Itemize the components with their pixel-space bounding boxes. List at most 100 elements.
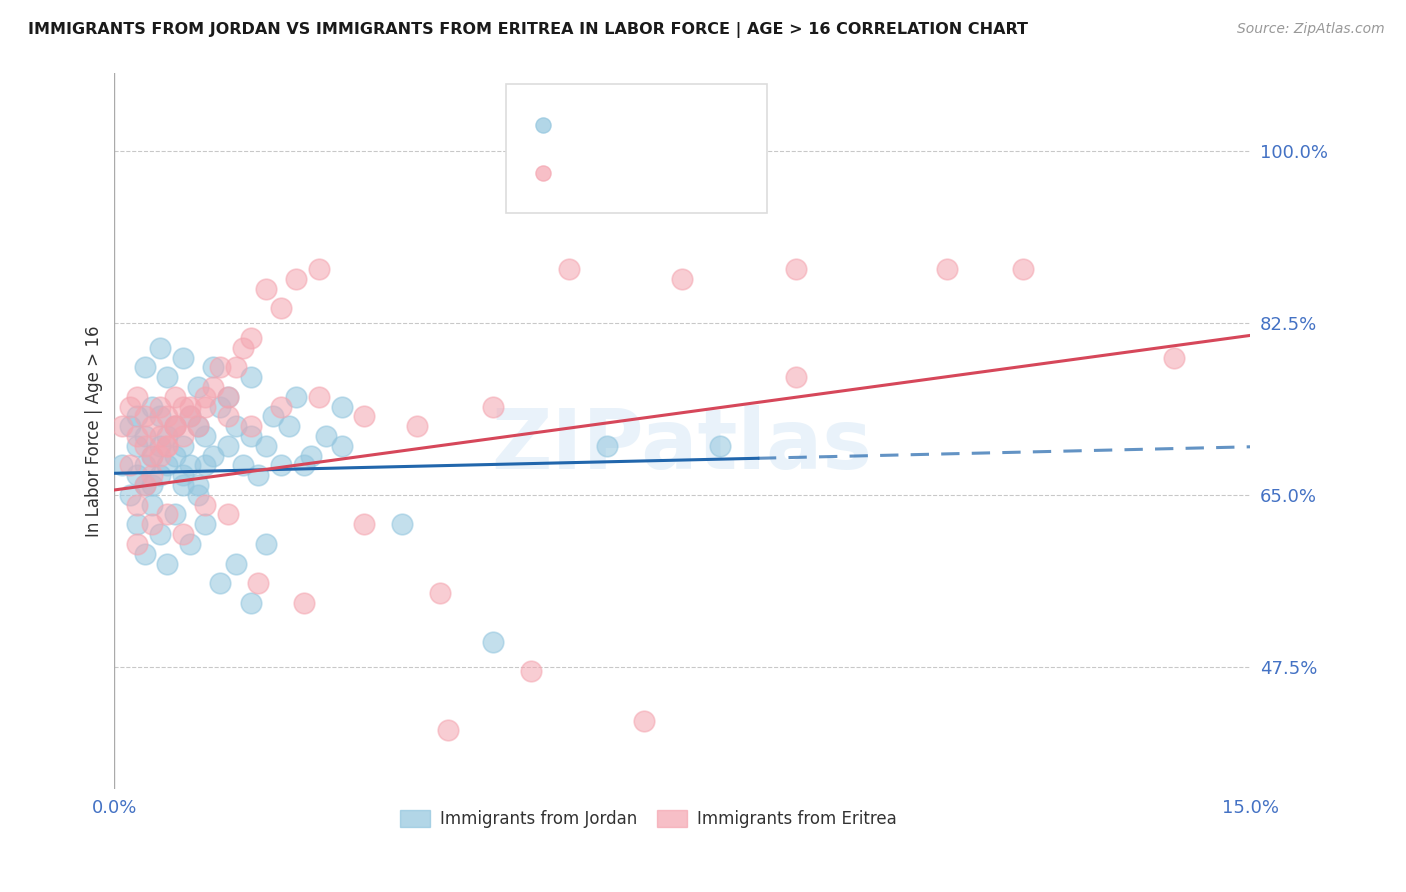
Point (1163, 351, 1185, 365)
Point (217, 439, 239, 453)
Point (353, 517, 375, 532)
Point (156, 508, 179, 522)
Point (163, 390, 186, 404)
Text: R =: R = (574, 116, 612, 135)
Point (127, 537, 149, 551)
Point (308, 262, 330, 277)
Point (163, 419, 186, 434)
Point (557, 262, 579, 277)
Point (194, 390, 217, 404)
Point (118, 400, 141, 414)
Point (225, 557, 247, 571)
Text: 65: 65 (710, 164, 735, 182)
Point (111, 419, 134, 434)
Point (285, 390, 308, 404)
Point (134, 429, 156, 443)
Point (194, 400, 217, 414)
Point (118, 419, 141, 434)
Point (163, 419, 186, 434)
Point (141, 419, 163, 434)
Point (436, 723, 458, 738)
Point (141, 498, 163, 512)
Point (172, 527, 194, 541)
Point (179, 409, 201, 424)
Point (330, 439, 353, 453)
Point (936, 262, 959, 277)
Text: 0.157: 0.157 (620, 164, 675, 182)
Point (785, 370, 807, 384)
Point (156, 409, 179, 424)
Point (141, 478, 163, 492)
Point (209, 360, 232, 375)
Point (127, 390, 149, 404)
Point (194, 458, 217, 473)
Text: ZIPatlas: ZIPatlas (492, 405, 873, 486)
Point (134, 478, 156, 492)
Point (149, 409, 172, 424)
Point (633, 714, 655, 728)
Point (156, 458, 179, 473)
Point (194, 429, 217, 443)
Point (520, 665, 543, 679)
Point (149, 449, 172, 463)
Point (254, 537, 277, 551)
Point (194, 517, 217, 532)
Point (127, 439, 149, 453)
Point (118, 488, 141, 502)
Text: 0.059: 0.059 (620, 116, 675, 135)
Point (141, 517, 163, 532)
Point (141, 400, 163, 414)
Point (247, 576, 270, 591)
Point (353, 409, 375, 424)
Point (187, 419, 209, 434)
Point (172, 468, 194, 483)
Point (277, 419, 299, 434)
Point (127, 468, 149, 483)
Point (172, 400, 194, 414)
Point (141, 449, 163, 463)
Point (172, 429, 194, 443)
Point (247, 468, 270, 483)
Point (127, 409, 149, 424)
Point (315, 429, 337, 443)
Point (149, 341, 172, 355)
Point (270, 301, 292, 316)
Point (134, 547, 156, 561)
Point (156, 439, 179, 453)
Point (201, 360, 224, 375)
Text: N =: N = (665, 164, 714, 182)
Point (141, 468, 163, 483)
Point (217, 390, 239, 404)
Legend: Immigrants from Jordan, Immigrants from Eritrea: Immigrants from Jordan, Immigrants from … (392, 803, 903, 835)
Point (172, 439, 194, 453)
Point (709, 439, 731, 453)
Text: R =: R = (574, 164, 612, 182)
Text: 70: 70 (710, 116, 735, 135)
Point (254, 282, 277, 296)
Point (156, 557, 179, 571)
Point (127, 429, 149, 443)
Point (179, 537, 201, 551)
Point (239, 429, 262, 443)
Point (141, 449, 163, 463)
Text: Source: ZipAtlas.com: Source: ZipAtlas.com (1237, 22, 1385, 37)
Point (134, 409, 156, 424)
Point (201, 449, 224, 463)
Point (156, 429, 179, 443)
Point (194, 498, 217, 512)
Point (217, 390, 239, 404)
Point (172, 478, 194, 492)
Point (187, 488, 209, 502)
Point (187, 419, 209, 434)
Point (482, 400, 505, 414)
Point (127, 498, 149, 512)
Point (118, 458, 141, 473)
Point (239, 419, 262, 434)
Point (134, 439, 156, 453)
Point (262, 409, 284, 424)
Point (292, 458, 315, 473)
Point (232, 458, 254, 473)
Point (285, 272, 308, 286)
Point (149, 468, 172, 483)
Point (270, 458, 292, 473)
